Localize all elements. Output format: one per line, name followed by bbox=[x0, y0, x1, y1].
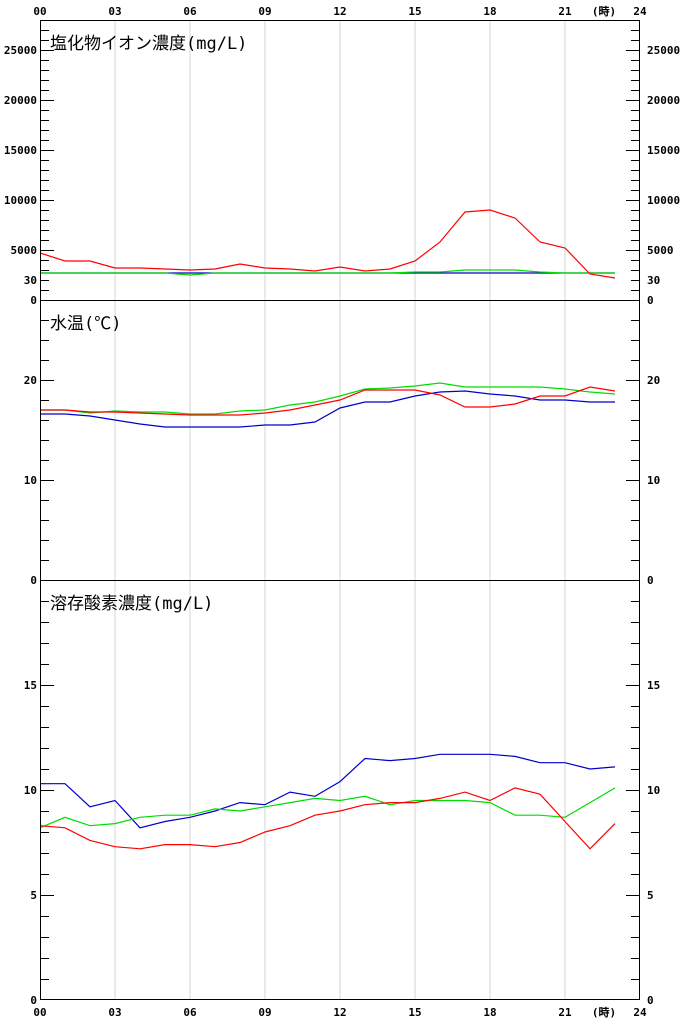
x-tick-label-bottom: 03 bbox=[108, 1006, 121, 1019]
y-tick-label-left: 5000 bbox=[11, 244, 38, 257]
series-line-0000cc bbox=[40, 753, 616, 829]
y-tick-label-left: 15000 bbox=[4, 144, 37, 157]
y-tick-label-right: 30 bbox=[647, 274, 660, 287]
series-line-ff0000 bbox=[39, 787, 616, 850]
series-line-ff0000 bbox=[39, 209, 616, 279]
x-tick-label-top: 12 bbox=[333, 5, 346, 18]
y-tick-label-right: 15 bbox=[647, 679, 660, 692]
series-line-00dd00 bbox=[40, 269, 615, 276]
y-tick-label-left: 20000 bbox=[4, 94, 37, 107]
x-unit-label-top: (時) bbox=[592, 4, 616, 18]
y-tick-label-left: 10 bbox=[24, 784, 37, 797]
panel-title: 塩化物イオン濃度(mg/L) bbox=[50, 34, 247, 54]
y-tick-label-left: 30 bbox=[24, 274, 37, 287]
x-tick-label-bottom: 24 bbox=[633, 1006, 647, 1019]
y-tick-label-left: 5 bbox=[30, 889, 37, 902]
x-tick-label-bottom: 18 bbox=[483, 1006, 496, 1019]
y-tick-label-left: 25000 bbox=[4, 44, 37, 57]
y-tick-label-right: 0 bbox=[647, 574, 654, 587]
y-tick-label-right: 0 bbox=[647, 994, 654, 1007]
x-tick-label-bottom: 06 bbox=[183, 1006, 197, 1019]
x-tick-label-top: 18 bbox=[483, 5, 496, 18]
x-tick-label-bottom: 21 bbox=[558, 1006, 572, 1019]
y-tick-label-right: 10 bbox=[647, 784, 660, 797]
y-tick-label-right: 20 bbox=[647, 374, 660, 387]
panel-title: 水温(℃) bbox=[50, 314, 121, 334]
y-tick-label-right: 0 bbox=[647, 294, 654, 307]
x-tick-label-bottom: 09 bbox=[258, 1006, 271, 1019]
y-tick-label-right: 10 bbox=[647, 474, 660, 487]
y-tick-label-left: 0 bbox=[30, 994, 37, 1007]
y-tick-label-left: 10000 bbox=[4, 194, 37, 207]
series-line-00dd00 bbox=[40, 382, 616, 415]
x-tick-label-top: 21 bbox=[558, 5, 572, 18]
x-tick-label-top: 03 bbox=[108, 5, 121, 18]
x-tick-label-bottom: 12 bbox=[333, 1006, 346, 1019]
x-tick-label-top: 15 bbox=[408, 5, 421, 18]
y-tick-label-left: 10 bbox=[24, 474, 37, 487]
series-line-0000cc bbox=[40, 390, 615, 428]
series-line-00dd00 bbox=[39, 787, 616, 829]
x-unit-label-bottom: (時) bbox=[592, 1005, 616, 1019]
y-tick-label-right: 5000 bbox=[647, 244, 674, 257]
series-line-ff0000 bbox=[40, 386, 616, 416]
panel-title: 溶存酸素濃度(mg/L) bbox=[50, 594, 213, 614]
x-tick-label-top: 09 bbox=[258, 5, 271, 18]
y-tick-label-right: 5 bbox=[647, 889, 654, 902]
y-tick-label-right: 15000 bbox=[647, 144, 680, 157]
y-tick-label-left: 0 bbox=[30, 294, 37, 307]
y-tick-label-left: 0 bbox=[30, 574, 37, 587]
y-tick-label-left: 20 bbox=[24, 374, 37, 387]
plot-frame bbox=[40, 20, 640, 1000]
x-tick-label-top: 00 bbox=[33, 5, 46, 18]
x-tick-label-bottom: 15 bbox=[408, 1006, 421, 1019]
y-tick-label-left: 15 bbox=[24, 679, 37, 692]
x-tick-label-bottom: 00 bbox=[33, 1006, 46, 1019]
y-tick-label-right: 25000 bbox=[647, 44, 680, 57]
y-tick-label-right: 10000 bbox=[647, 194, 680, 207]
x-tick-label-top: 24 bbox=[633, 5, 647, 18]
x-tick-label-top: 06 bbox=[183, 5, 197, 18]
y-tick-label-right: 20000 bbox=[647, 94, 680, 107]
